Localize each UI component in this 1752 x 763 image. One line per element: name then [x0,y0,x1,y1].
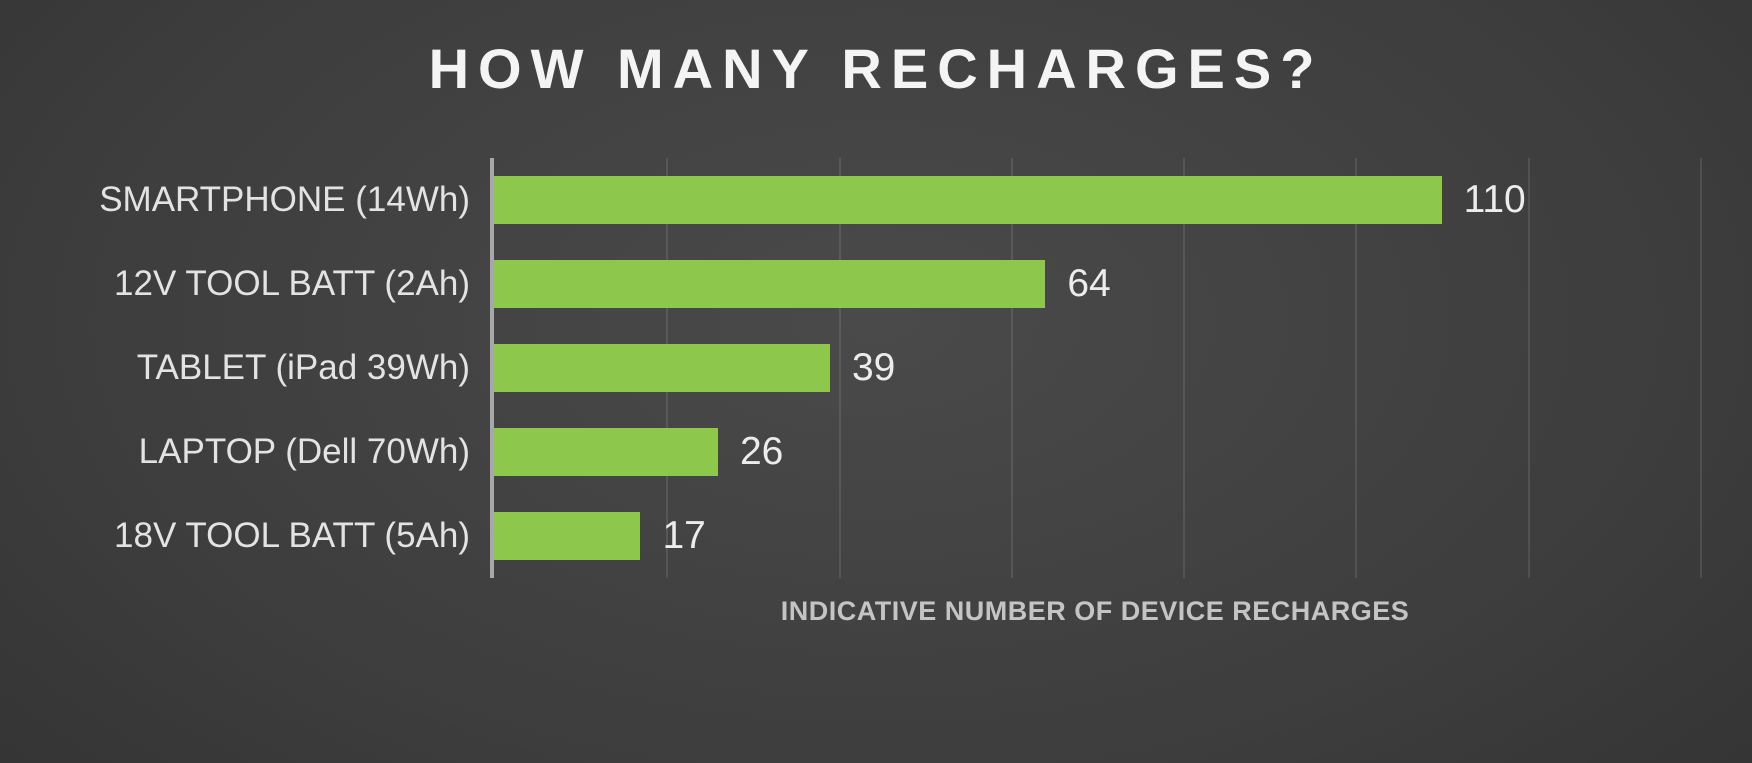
category-label: TABLET (iPad 39Wh) [136,348,470,387]
bar [494,428,718,476]
bar [494,344,830,392]
value-label: 39 [851,346,896,389]
bar [494,512,641,560]
gridline [1010,158,1013,578]
bar-row: 110 [494,158,1700,242]
category-label: LAPTOP (Dell 70Wh) [138,432,470,471]
x-axis-label: INDICATIVE NUMBER OF DEVICE RECHARGES [780,596,1410,626]
bar-row: 64 [494,242,1700,326]
gridline [838,158,841,578]
category-label: 18V TOOL BATT (5Ah) [114,516,470,555]
category-label: 12V TOOL BATT (2Ah) [114,264,470,303]
bar [494,260,1046,308]
gridline [1527,158,1530,578]
gridline [1355,158,1358,578]
bar-row: 39 [494,326,1700,410]
value-label: 26 [739,430,784,473]
category-axis: SMARTPHONE (14Wh) 12V TOOL BATT (2Ah) TABL… [24,158,490,627]
bars-layer: 110 64 39 26 17 [494,158,1700,578]
value-label: 17 [662,514,706,557]
value-label: 64 [1067,262,1111,305]
gridline [1183,158,1186,578]
bar-row: 26 [494,410,1700,494]
chart-area: SMARTPHONE (14Wh) 12V TOOL BATT (2Ah) TABL… [24,158,1702,627]
bar [494,176,1442,224]
chart-title: HOW MANY RECHARGES? [428,37,1324,100]
bar-row: 17 [494,494,1700,578]
category-label: SMARTPHONE (14Wh) [99,180,470,219]
plot-column: 110 64 39 26 17 INDICATIVE NUMBER OF DEVICE … [490,158,1702,627]
gridline [1700,158,1702,578]
value-label: 110 [1463,178,1526,221]
plot-area: 110 64 39 26 17 [490,158,1702,578]
